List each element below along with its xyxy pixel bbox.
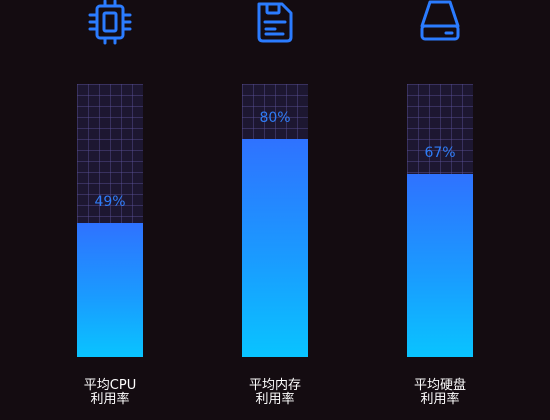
category-label-memory: 平均内存 利用率 — [220, 379, 330, 407]
hard-disk-icon — [416, 0, 464, 46]
value-label-disk: 67% — [424, 145, 456, 161]
category-label-line: 利用率 — [420, 392, 460, 407]
value-label-cpu: 49% — [94, 194, 126, 210]
bar-track — [77, 84, 143, 357]
bar-disk — [407, 174, 473, 357]
bar-memory — [242, 139, 308, 357]
bar-track — [242, 84, 308, 357]
category-label-line: 利用率 — [90, 392, 130, 407]
value-label-memory: 80% — [259, 110, 291, 126]
category-label-line: 利用率 — [255, 392, 295, 407]
category-label-line: 平均硬盘 — [413, 378, 466, 393]
memory-card-icon — [253, 0, 297, 46]
bar-column-cpu: 49% 平均CPU 利用率 — [77, 0, 143, 420]
bar-column-memory: 80% 平均内存 利用率 — [242, 0, 308, 420]
category-label-line: 平均内存 — [248, 378, 301, 393]
bar-track — [407, 84, 473, 357]
cpu-chip-icon — [86, 0, 134, 46]
bar-cpu — [77, 223, 143, 357]
category-label-disk: 平均硬盘 利用率 — [385, 379, 495, 407]
category-label-line: 平均CPU — [83, 378, 137, 393]
bar-column-disk: 67% 平均硬盘 利用率 — [407, 0, 473, 420]
category-label-cpu: 平均CPU 利用率 — [55, 379, 165, 407]
